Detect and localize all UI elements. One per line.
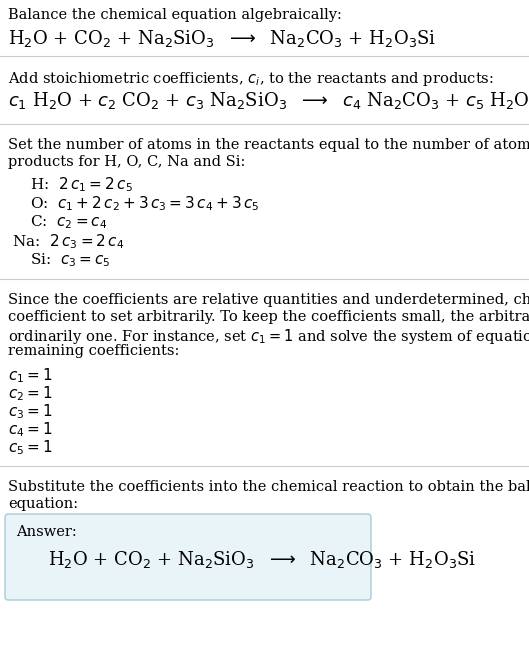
Text: O:  $c_1 + 2\,c_2 + 3\,c_3 = 3\,c_4 + 3\,c_5$: O: $c_1 + 2\,c_2 + 3\,c_3 = 3\,c_4 + 3\,… [30,194,260,213]
Text: Answer:: Answer: [16,525,77,539]
Text: coefficient to set arbitrarily. To keep the coefficients small, the arbitrary va: coefficient to set arbitrarily. To keep … [8,310,529,324]
Text: $c_2 = 1$: $c_2 = 1$ [8,384,52,403]
Text: Set the number of atoms in the reactants equal to the number of atoms in the: Set the number of atoms in the reactants… [8,138,529,152]
Text: H$_2$O + CO$_2$ + Na$_2$SiO$_3$  $\longrightarrow$  Na$_2$CO$_3$ + H$_2$O$_3$Si: H$_2$O + CO$_2$ + Na$_2$SiO$_3$ $\longri… [48,549,476,570]
Text: Add stoichiometric coefficients, $c_i$, to the reactants and products:: Add stoichiometric coefficients, $c_i$, … [8,70,494,88]
Text: C:  $c_2 = c_4$: C: $c_2 = c_4$ [30,213,107,231]
Text: Na:  $2\,c_3 = 2\,c_4$: Na: $2\,c_3 = 2\,c_4$ [12,232,124,251]
Text: $c_1 = 1$: $c_1 = 1$ [8,366,52,385]
Text: Since the coefficients are relative quantities and underdetermined, choose a: Since the coefficients are relative quan… [8,293,529,307]
FancyBboxPatch shape [5,514,371,600]
Text: equation:: equation: [8,497,78,511]
Text: Si:  $c_3 = c_5$: Si: $c_3 = c_5$ [30,251,111,269]
Text: products for H, O, C, Na and Si:: products for H, O, C, Na and Si: [8,155,245,169]
Text: H:  $2\,c_1 = 2\,c_5$: H: $2\,c_1 = 2\,c_5$ [30,175,133,193]
Text: remaining coefficients:: remaining coefficients: [8,344,179,358]
Text: $c_4 = 1$: $c_4 = 1$ [8,420,52,439]
Text: ordinarily one. For instance, set $c_1 = 1$ and solve the system of equations fo: ordinarily one. For instance, set $c_1 =… [8,327,529,346]
Text: H$_2$O + CO$_2$ + Na$_2$SiO$_3$  $\longrightarrow$  Na$_2$CO$_3$ + H$_2$O$_3$Si: H$_2$O + CO$_2$ + Na$_2$SiO$_3$ $\longri… [8,28,436,49]
Text: Balance the chemical equation algebraically:: Balance the chemical equation algebraica… [8,8,342,22]
Text: $c_3 = 1$: $c_3 = 1$ [8,402,52,421]
Text: Substitute the coefficients into the chemical reaction to obtain the balanced: Substitute the coefficients into the che… [8,480,529,494]
Text: $c_1$ H$_2$O + $c_2$ CO$_2$ + $c_3$ Na$_2$SiO$_3$  $\longrightarrow$  $c_4$ Na$_: $c_1$ H$_2$O + $c_2$ CO$_2$ + $c_3$ Na$_… [8,90,529,111]
Text: $c_5 = 1$: $c_5 = 1$ [8,438,52,457]
